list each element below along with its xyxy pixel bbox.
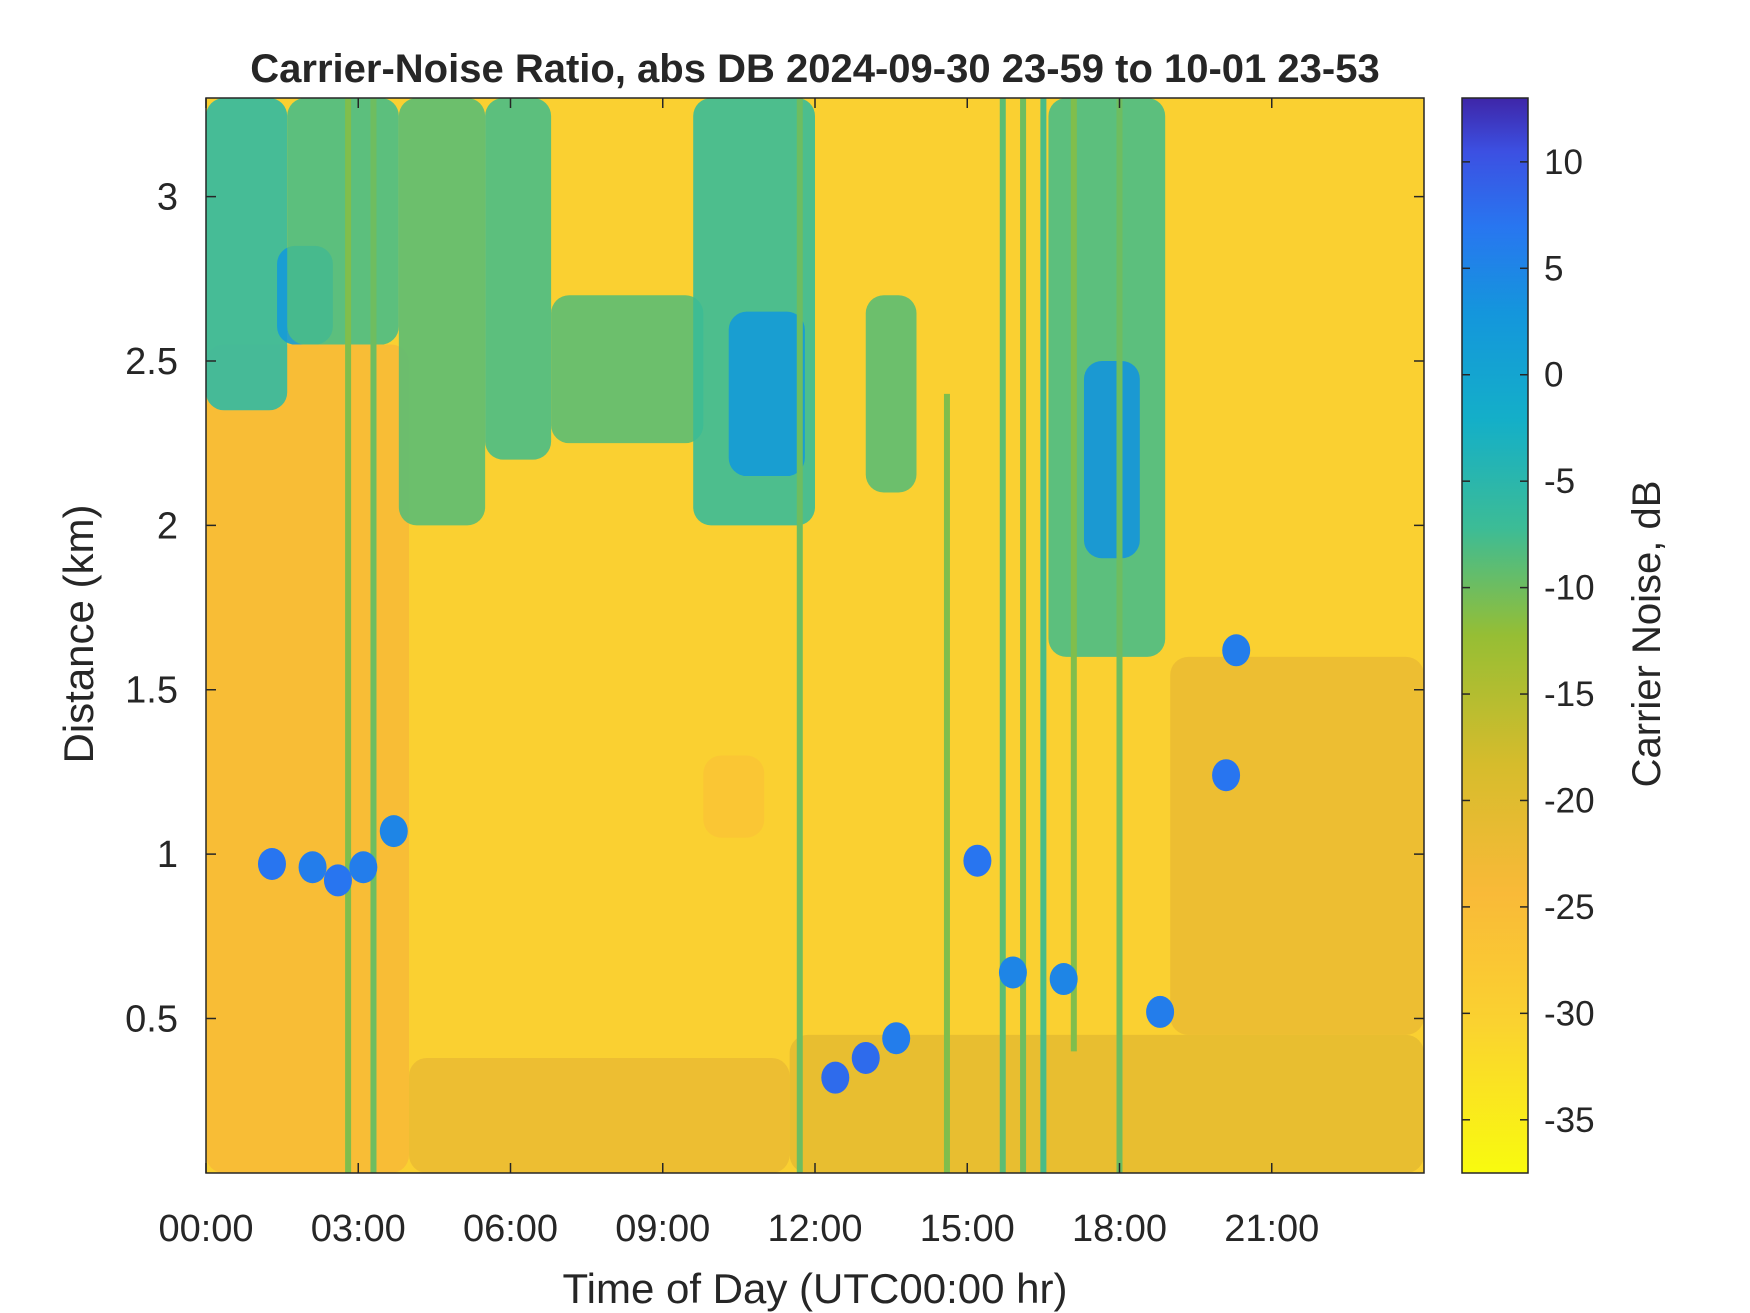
heatmap-blob <box>349 851 378 884</box>
heatmap-region <box>789 1034 1424 1173</box>
heatmap-regions <box>206 98 1424 1173</box>
y-tick-label: 0.5 <box>125 998 178 1040</box>
heatmap-streak <box>1040 98 1047 1173</box>
heatmap-streak <box>1070 98 1077 1052</box>
y-tick-label: 3 <box>157 177 178 219</box>
x-tick-label: 18:00 <box>1072 1208 1167 1250</box>
x-tick-label: 21:00 <box>1224 1208 1319 1250</box>
heatmap-blobs <box>257 634 1251 1094</box>
x-tick-label: 15:00 <box>920 1208 1015 1250</box>
heatmap-region <box>398 98 486 526</box>
heatmap-region <box>409 1057 790 1173</box>
heatmap-blob <box>323 864 352 897</box>
colorbar-tick-label: 5 <box>1544 249 1563 288</box>
colorbar <box>1461 97 1529 1174</box>
colorbar-tick-label: -35 <box>1544 1101 1595 1140</box>
heatmap-region <box>728 311 805 477</box>
colorbar-ticks: 10 5 0 -5 -10 -15 -20 -25 -30 -35 <box>1462 143 1595 1140</box>
heatmap-streak <box>345 98 352 1173</box>
colorbar-tick-label: 0 <box>1544 356 1563 395</box>
x-tick-label: 12:00 <box>767 1208 862 1250</box>
heatmap-streak <box>1020 98 1027 1173</box>
y-axis-ticks: 0.5 1 1.5 2 2.5 3 <box>125 177 1424 1040</box>
heatmap-blob <box>1222 634 1251 667</box>
colorbar-tick-label: -30 <box>1544 994 1595 1033</box>
y-tick-label: 2.5 <box>125 341 178 383</box>
heatmap-blob <box>298 851 327 884</box>
x-tick-label: 09:00 <box>615 1208 710 1250</box>
chart-title: Carrier-Noise Ratio, abs DB 2024-09-30 2… <box>250 47 1379 91</box>
heatmap-region <box>865 295 917 493</box>
colorbar-tick-label: -5 <box>1544 462 1575 501</box>
x-axis-label: Time of Day (UTC00:00 hr) <box>563 1265 1068 1312</box>
x-tick-label: 03:00 <box>311 1208 406 1250</box>
heatmap-region <box>485 98 552 460</box>
heatmap-streak <box>796 98 803 1173</box>
heatmap-blob <box>1049 963 1078 996</box>
heatmap-streak <box>943 393 950 1173</box>
heatmap-blob <box>998 956 1027 989</box>
heatmap-region <box>287 98 399 345</box>
x-axis-ticks: 00:00 03:00 06:00 09:00 12:00 15:00 18:00 21:00 <box>158 98 1319 1250</box>
y-tick-label: 1.5 <box>125 670 178 712</box>
colorbar-tick-label: -20 <box>1544 781 1595 820</box>
heatmap-blob <box>963 844 992 877</box>
y-tick-label: 1 <box>157 834 178 876</box>
heatmap-region <box>703 755 765 838</box>
colorbar-tick-label: -25 <box>1544 888 1595 927</box>
x-tick-label: 00:00 <box>158 1208 253 1250</box>
heatmap-region <box>551 295 704 444</box>
heatmap-region <box>1083 360 1140 559</box>
x-tick-label: 06:00 <box>463 1208 558 1250</box>
heatmap-streak <box>999 98 1006 1173</box>
heatmap-streak <box>1116 98 1123 1173</box>
heatmap-blob <box>379 815 408 848</box>
heatmap-region <box>1170 656 1424 1035</box>
heatmap-blob <box>257 847 286 880</box>
y-tick-label: 2 <box>157 505 178 547</box>
heatmap-blob <box>1146 995 1175 1028</box>
colorbar-tick-label: 10 <box>1544 143 1583 182</box>
colorbar-tick-label: -15 <box>1544 675 1595 714</box>
y-axis-label: Distance (km) <box>55 504 102 763</box>
colorbar-tick-label: -10 <box>1544 569 1595 608</box>
plot-area <box>206 98 1424 1173</box>
heatmap-region <box>206 98 288 411</box>
colorbar-label: Carrier Noise, dB <box>1625 481 1669 788</box>
heatmap-blob <box>851 1041 880 1074</box>
heatmap-blob <box>821 1061 850 1094</box>
heatmap-streak <box>370 98 377 1173</box>
heatmap-blob <box>882 1022 911 1055</box>
heatmap-blob <box>1212 759 1241 792</box>
heatmap-region <box>206 344 409 1173</box>
heatmap-streaks <box>345 98 1123 1173</box>
